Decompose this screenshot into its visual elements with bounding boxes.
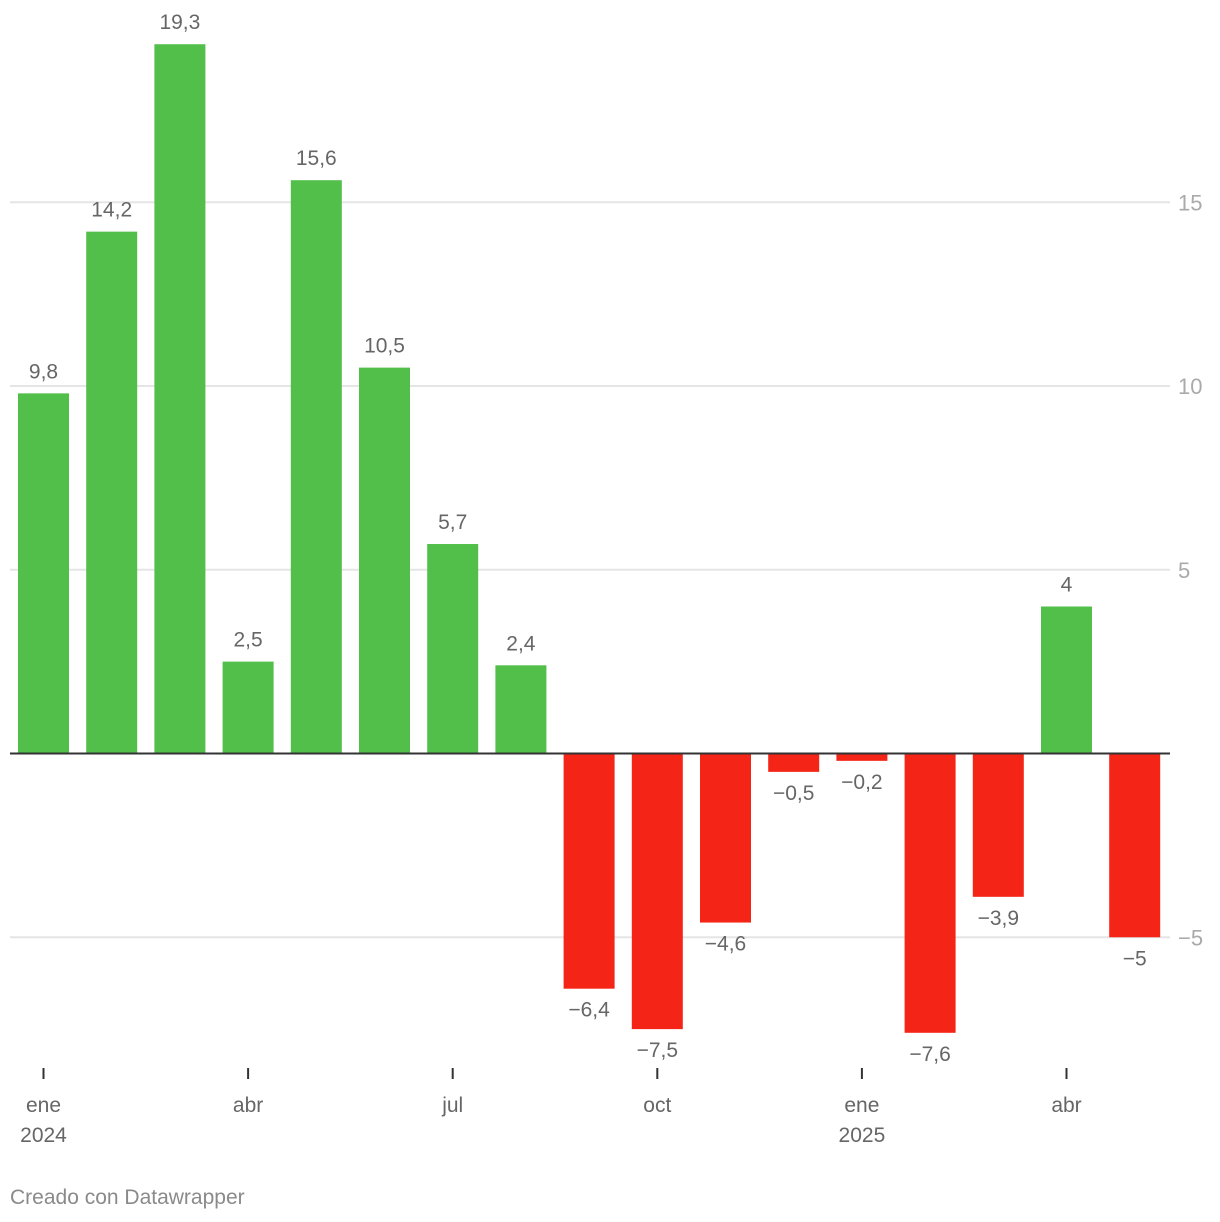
bar — [222, 661, 274, 754]
data-label: 14,2 — [91, 199, 132, 222]
data-label: 15,6 — [296, 147, 337, 170]
bar — [972, 753, 1024, 897]
bar — [1109, 753, 1161, 938]
bar — [427, 544, 479, 754]
data-label: −0,2 — [841, 771, 882, 794]
data-label: −4,6 — [705, 933, 746, 956]
bar — [1041, 606, 1092, 754]
data-label: 10,5 — [364, 335, 405, 358]
data-label: 9,8 — [29, 360, 58, 383]
bar — [631, 753, 683, 1030]
credit-text: Creado con Datawrapper — [10, 1186, 245, 1209]
x-tick-year-label: 2025 — [839, 1124, 886, 1147]
x-tick-label: jul — [441, 1094, 463, 1117]
y-tick-label: 10 — [1178, 374, 1202, 399]
bar — [768, 753, 820, 772]
bar — [290, 180, 342, 754]
x-tick-year-label: 2024 — [20, 1124, 67, 1147]
data-label: 4 — [1061, 574, 1073, 597]
data-label: 5,7 — [438, 511, 467, 534]
data-label: −7,5 — [637, 1039, 678, 1062]
bar — [154, 44, 206, 754]
data-label: −5 — [1123, 947, 1147, 970]
bar — [563, 753, 615, 989]
data-label: −3,9 — [978, 907, 1019, 930]
bar-chart: 15 10 5 −5 9,8 14,2 19,3 2,5 15,6 10,5 5,7 2,4 −6,4 −… — [10, 11, 1203, 1147]
y-tick-label: 5 — [1178, 558, 1190, 583]
x-tick-label: ene — [26, 1094, 61, 1117]
x-tick-label: abr — [1051, 1094, 1081, 1117]
data-label: −6,4 — [568, 999, 610, 1022]
data-label: −7,6 — [909, 1043, 950, 1066]
bar — [904, 753, 956, 1033]
data-label: 19,3 — [159, 11, 200, 34]
x-tick-label: ene — [844, 1094, 879, 1117]
x-tick-label: abr — [233, 1094, 263, 1117]
data-label: 2,4 — [506, 632, 536, 655]
x-tick-label: oct — [643, 1094, 671, 1117]
y-tick-label: −5 — [1178, 925, 1203, 950]
bar — [359, 367, 410, 754]
bar — [86, 231, 138, 754]
bar — [495, 665, 547, 754]
bar — [836, 753, 888, 761]
y-tick-label: 15 — [1178, 190, 1202, 215]
bar — [18, 393, 69, 754]
bar — [700, 753, 751, 923]
data-label: −0,5 — [773, 782, 814, 805]
data-label: 2,5 — [233, 629, 262, 652]
